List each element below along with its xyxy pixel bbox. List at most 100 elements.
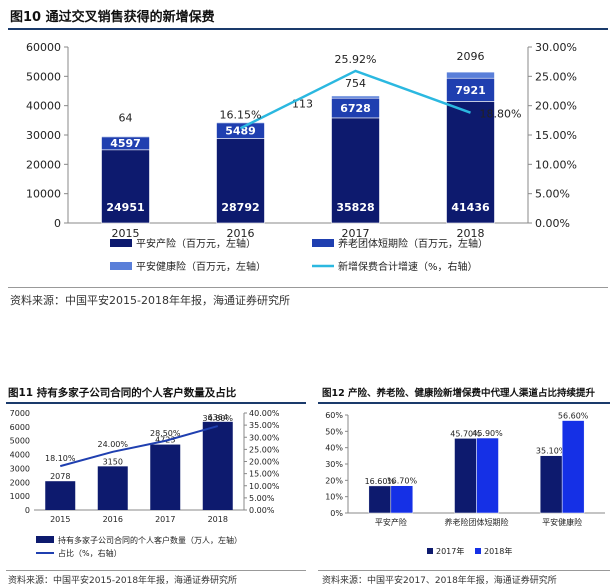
bar <box>539 455 563 514</box>
bar-segment <box>331 117 380 224</box>
data-label: 45.70% <box>450 429 481 438</box>
x-tick-label: 2017 <box>155 515 175 524</box>
x-tick-label: 2016 <box>103 515 123 524</box>
bar-segment <box>216 121 265 124</box>
y-tick-label: 6000 <box>10 423 30 432</box>
bar <box>202 421 233 510</box>
legend-swatch <box>110 262 132 270</box>
figure11-chart: 0 1000 2000 3000 4000 5000 6000 7000 0.00% 5.00% 1… <box>10 409 280 558</box>
line-data-label: 18.10% <box>45 454 76 463</box>
data-label: 16.60% <box>365 477 396 486</box>
data-label: 35828 <box>336 201 374 214</box>
figure11-title: 图11 持有多家子公司合同的个人客户数量及占比 <box>8 387 237 399</box>
line-data-label: 34.60% <box>202 414 233 423</box>
data-label: 35.10% <box>536 447 567 456</box>
data-label: 7921 <box>455 84 486 97</box>
x-tick-label: 平安产险 <box>375 517 407 527</box>
bar <box>454 438 477 514</box>
figure12-title: 图12 产险、养老险、健康险新增保费中代理人渠道占比持续提升 <box>322 388 596 399</box>
y2-tick-label: 40.00% <box>249 409 280 418</box>
y2-tick-label: 15.00% <box>249 470 280 479</box>
x-tick-label: 养老险团体短期险 <box>445 517 509 527</box>
data-label: 6364 <box>208 413 228 422</box>
legend-label: 平安产险（百万元，左轴） <box>136 237 256 250</box>
y-tick-label: 1000 <box>10 492 30 501</box>
bar <box>476 437 499 514</box>
legend-label: 养老团体短期险（百万元，左轴） <box>338 237 488 250</box>
data-label: 2096 <box>457 50 485 63</box>
y2-tick-label: 30.00% <box>535 41 577 54</box>
data-label: 113 <box>292 98 313 111</box>
y2-tick-label: 20.00% <box>535 100 577 113</box>
figure12-title-rule <box>318 402 610 404</box>
figure11-title-rule <box>6 402 306 404</box>
bar <box>561 420 585 514</box>
data-label: 16.70% <box>387 477 418 486</box>
legend-swatch <box>475 548 481 554</box>
bar <box>368 485 392 514</box>
y-tick-label: 20% <box>325 476 343 485</box>
y-tick-label: 40% <box>325 444 343 453</box>
x-tick-label: 2015 <box>112 227 140 240</box>
figure10-source: 资料来源：中国平安2015-2018年年报，海通证券研究所 <box>10 294 290 307</box>
y-tick-label: 10% <box>325 493 343 502</box>
y-tick-label: 50000 <box>26 70 61 83</box>
y2-tick-label: 10.00% <box>535 158 577 171</box>
figure10-title-rule <box>8 28 608 30</box>
y-tick-label: 20000 <box>26 158 61 171</box>
x-tick-label: 2016 <box>227 227 255 240</box>
y2-tick-label: 5.00% <box>249 494 275 503</box>
y2-tick-label: 0.00% <box>249 506 275 515</box>
data-label: 3150 <box>103 457 123 466</box>
data-label: 56.60% <box>558 412 589 421</box>
data-label: 24951 <box>106 201 144 214</box>
legend-swatch <box>427 548 433 554</box>
legend-label: 2017年 <box>436 546 464 556</box>
line-data-label: 18.80% <box>480 108 522 121</box>
bar-segment <box>101 135 150 138</box>
y-tick-label: 0 <box>25 506 30 515</box>
y-tick-label: 40000 <box>26 100 61 113</box>
figure10-bottom-rule <box>8 287 608 288</box>
y-tick-label: 0 <box>54 217 61 230</box>
y-tick-label: 7000 <box>10 409 30 418</box>
y-tick-label: 30% <box>325 460 343 469</box>
data-label: 41436 <box>451 201 490 214</box>
data-label: 2078 <box>50 472 70 481</box>
y-tick-label: 4000 <box>10 451 30 460</box>
legend-swatch <box>110 239 132 247</box>
figure11-source: 资料来源：中国平安2015-2018年年报，海通证券研究所 <box>8 576 238 586</box>
data-label: 28792 <box>221 201 259 214</box>
legend-label: 2018年 <box>484 546 512 556</box>
legend-label: 持有多家子公司合同的个人客户数量（万人，左轴） <box>58 535 242 545</box>
y-tick-label: 2000 <box>10 478 30 487</box>
data-label: 64 <box>119 111 133 124</box>
figure11-bottom-rule <box>6 570 306 571</box>
bar <box>45 481 76 510</box>
y-tick-label: 3000 <box>10 464 30 473</box>
legend-label: 新增保费合计增速（%，右轴） <box>338 260 478 273</box>
bar <box>150 444 181 510</box>
bar-segment <box>101 149 150 224</box>
legend-swatch <box>312 239 334 247</box>
x-tick-label: 2018 <box>457 227 485 240</box>
bar <box>97 466 128 510</box>
line-data-label: 25.92% <box>335 53 377 66</box>
y-tick-label: 5000 <box>10 437 30 446</box>
line-data-label: 16.15% <box>220 108 262 121</box>
data-label: 4597 <box>110 137 141 150</box>
y-tick-label: 30000 <box>26 129 61 142</box>
line-data-label: 28.50% <box>150 429 181 438</box>
share-line <box>59 425 219 468</box>
bar <box>390 485 414 514</box>
x-tick-label: 2018 <box>208 515 228 524</box>
y2-tick-label: 30.00% <box>249 433 280 442</box>
data-label: 6728 <box>340 102 371 115</box>
legend-label: 占比（%，右轴） <box>58 548 122 558</box>
y-tick-label: 60% <box>325 411 343 420</box>
bar-segment <box>446 71 495 79</box>
bar-segment <box>216 138 265 224</box>
figure12-bottom-rule <box>318 570 610 571</box>
y2-tick-label: 35.00% <box>249 421 280 430</box>
y-tick-label: 10000 <box>26 188 61 201</box>
